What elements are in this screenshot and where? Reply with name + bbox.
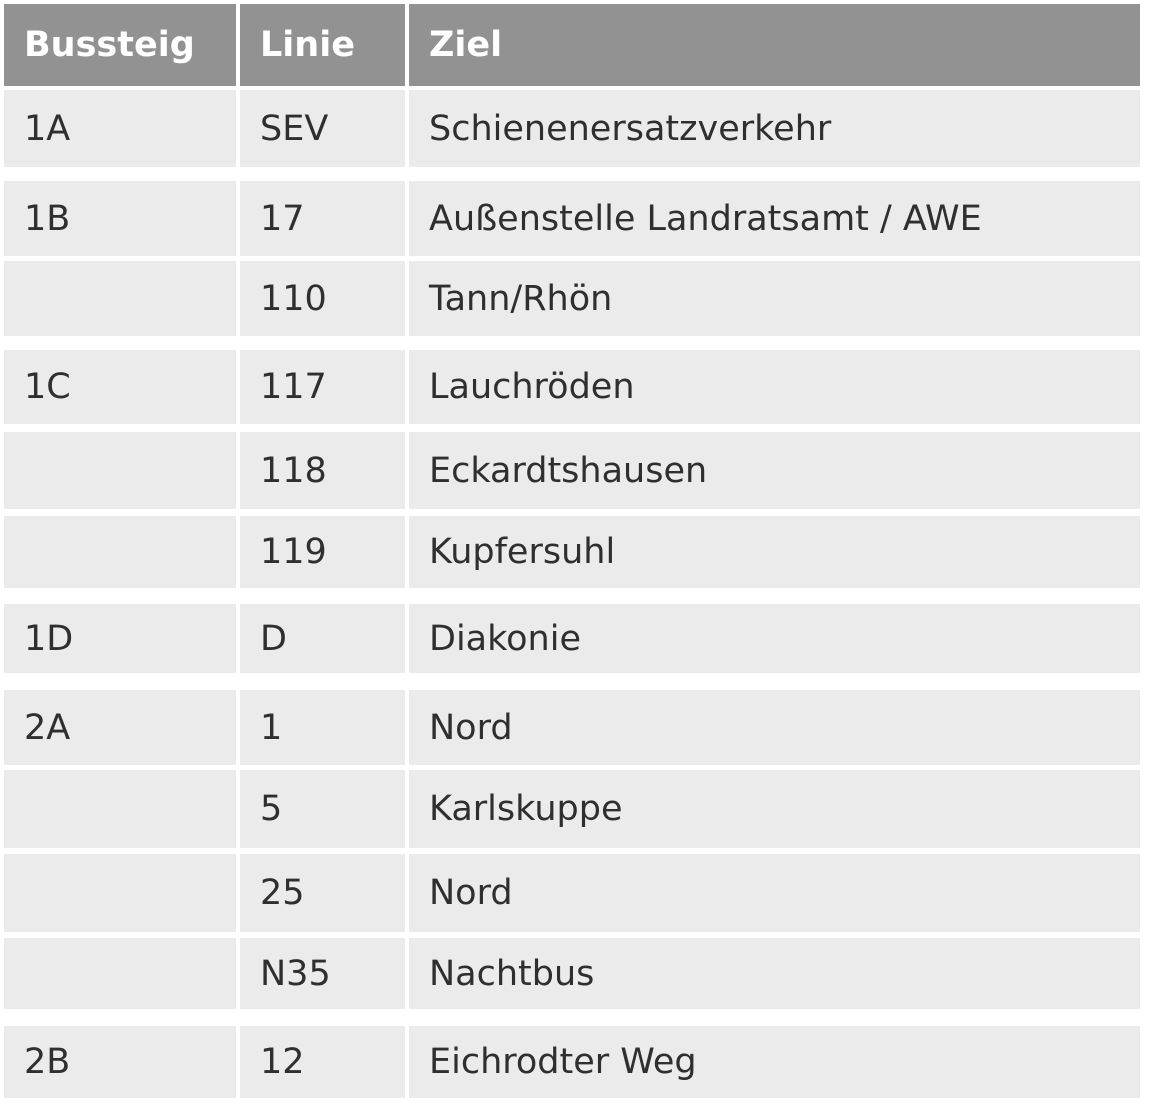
table-row: 25 Nord	[4, 854, 1140, 932]
platform-cell: 1D	[4, 604, 236, 673]
destination-cell: Karlskuppe	[409, 770, 1140, 848]
table-row: 1A SEV Schienenersatzverkehr	[4, 90, 1140, 167]
destination-cell: Tann/Rhön	[409, 261, 1140, 336]
line-cell: 5	[240, 770, 405, 848]
destination-cell: Schienenersatzverkehr	[409, 90, 1140, 167]
line-cell: D	[240, 604, 405, 673]
line-cell: 119	[240, 516, 405, 588]
table-row: 1D D Diakonie	[4, 604, 1140, 673]
destination-cell: Lauchröden	[409, 350, 1140, 424]
table-row: 110 Tann/Rhön	[4, 261, 1140, 336]
header-destination: Ziel	[409, 4, 1140, 86]
destination-cell: Nachtbus	[409, 938, 1140, 1009]
destination-cell: Nord	[409, 690, 1140, 765]
platform-cell	[4, 261, 236, 336]
platform-cell	[4, 938, 236, 1009]
destination-cell: Diakonie	[409, 604, 1140, 673]
line-cell: SEV	[240, 90, 405, 167]
line-cell: 12	[240, 1026, 405, 1098]
table-row: 118 Eckardtshausen	[4, 432, 1140, 509]
line-cell: 118	[240, 432, 405, 509]
table-row: 5 Karlskuppe	[4, 770, 1140, 848]
destination-cell: Nord	[409, 854, 1140, 932]
platform-cell: 2B	[4, 1026, 236, 1098]
platform-cell	[4, 770, 236, 848]
line-cell: N35	[240, 938, 405, 1009]
header-line: Linie	[240, 4, 405, 86]
destination-cell: Eckardtshausen	[409, 432, 1140, 509]
platform-cell	[4, 516, 236, 588]
platform-cell: 1B	[4, 181, 236, 256]
header-platform: Bussteig	[4, 4, 236, 86]
table-header-row: Bussteig Linie Ziel	[4, 4, 1140, 86]
line-cell: 25	[240, 854, 405, 932]
line-cell: 17	[240, 181, 405, 256]
platform-cell: 1A	[4, 90, 236, 167]
table-row: 2A 1 Nord	[4, 690, 1140, 765]
line-cell: 117	[240, 350, 405, 424]
platform-cell	[4, 432, 236, 509]
platform-cell: 1C	[4, 350, 236, 424]
platform-cell: 2A	[4, 690, 236, 765]
destination-cell: Kupfersuhl	[409, 516, 1140, 588]
line-cell: 1	[240, 690, 405, 765]
table-row: 2B 12 Eichrodter Weg	[4, 1026, 1140, 1098]
table-row: 1C 117 Lauchröden	[4, 350, 1140, 424]
table-row: 119 Kupfersuhl	[4, 516, 1140, 588]
table-row: 1B 17 Außenstelle Landratsamt / AWE	[4, 181, 1140, 256]
destination-cell: Eichrodter Weg	[409, 1026, 1140, 1098]
platform-cell	[4, 854, 236, 932]
line-cell: 110	[240, 261, 405, 336]
destination-cell: Außenstelle Landratsamt / AWE	[409, 181, 1140, 256]
table-row: N35 Nachtbus	[4, 938, 1140, 1009]
